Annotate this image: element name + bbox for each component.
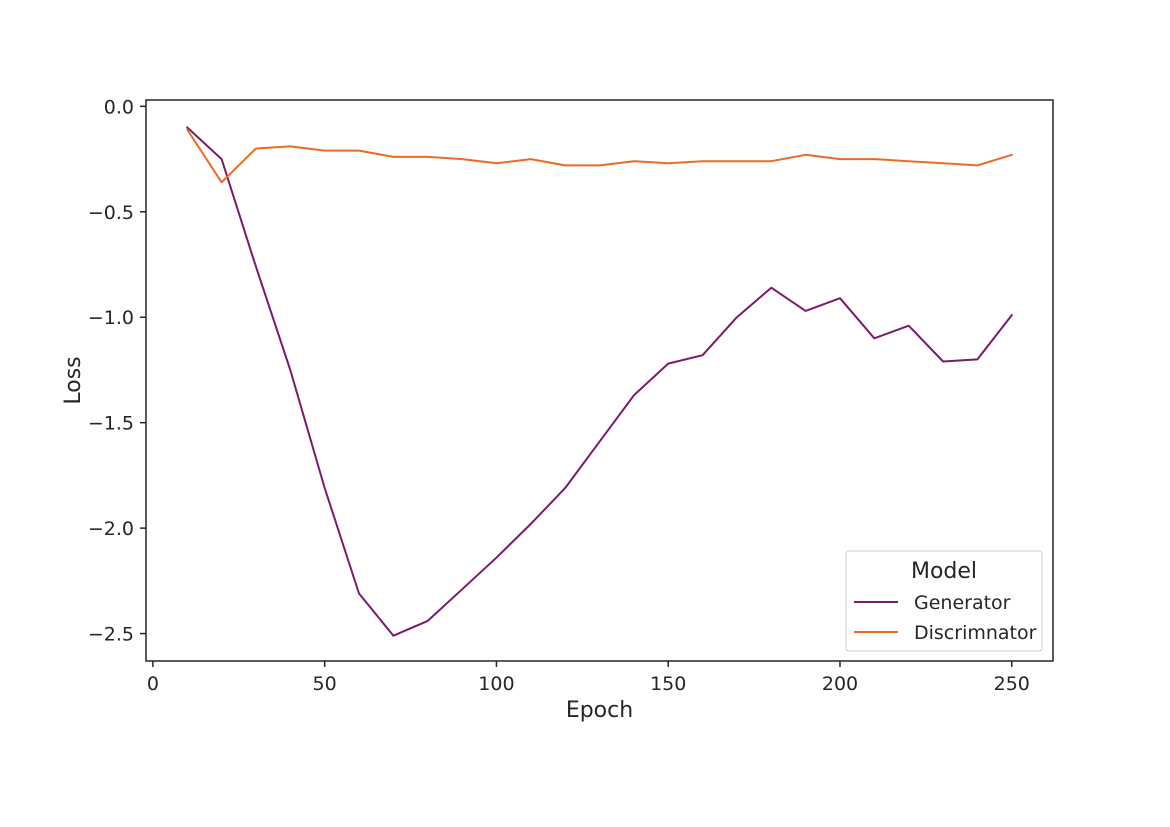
y-tick-label: −2.5 xyxy=(88,624,134,646)
legend: Model Generator Discrimnator xyxy=(845,550,1043,652)
y-tick-label: 0.0 xyxy=(104,96,134,118)
plot-lines xyxy=(186,126,1013,637)
series-line-generator xyxy=(186,126,1013,637)
legend-label-discrimnator: Discrimnator xyxy=(914,622,1037,644)
legend-box xyxy=(845,550,1043,652)
y-tick-label: −0.5 xyxy=(88,202,134,224)
legend-items: Generator Discrimnator xyxy=(854,592,1037,644)
x-tick-label: 100 xyxy=(478,673,514,695)
x-axis-ticks: 0 50 100 150 200 250 xyxy=(147,661,1030,695)
y-tick-label: −2.0 xyxy=(88,518,134,540)
x-tick-label: 0 xyxy=(147,673,159,695)
x-tick-label: 150 xyxy=(650,673,686,695)
legend-label-generator: Generator xyxy=(914,592,1011,614)
plot-frame xyxy=(145,99,1054,662)
y-axis-ticks: 0.0 −0.5 −1.0 −1.5 −2.0 −2.5 xyxy=(88,96,146,646)
x-tick-label: 50 xyxy=(313,673,337,695)
y-tick-label: −1.5 xyxy=(88,413,134,435)
y-tick-label: −1.0 xyxy=(88,307,134,329)
series-line-discrimnator xyxy=(186,128,1013,184)
legend-title: Model xyxy=(911,559,977,584)
x-axis-label: Epoch xyxy=(566,698,633,723)
y-axis-label: Loss xyxy=(61,356,86,404)
x-tick-label: 250 xyxy=(994,673,1030,695)
x-tick-label: 200 xyxy=(822,673,858,695)
